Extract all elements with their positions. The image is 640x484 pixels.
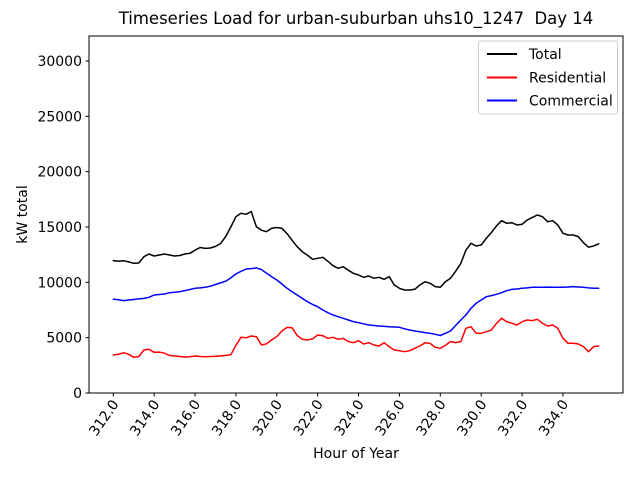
x-tick-label: 328.0 [413, 397, 449, 439]
legend-label-commercial: Commercial [529, 94, 613, 110]
x-tick-label: 324.0 [332, 397, 368, 439]
y-tick-label: 10000 [37, 275, 82, 291]
x-tick-label: 312.0 [86, 397, 122, 439]
y-tick-label: 25000 [37, 109, 82, 125]
x-tick-label: 316.0 [168, 397, 204, 439]
y-axis-label: kW total [15, 185, 31, 243]
x-tick-label: 318.0 [209, 397, 245, 439]
series-line-residential [112, 317, 600, 359]
legend: Total Residential Commercial [478, 40, 618, 115]
legend-label-residential: Residential [529, 71, 606, 87]
x-tick-label: 326.0 [373, 397, 409, 439]
legend-label-total: Total [528, 47, 562, 63]
y-tick-label: 20000 [37, 165, 82, 181]
x-tick-label: 330.0 [454, 397, 490, 439]
x-tick-label: 332.0 [495, 397, 531, 439]
axes-frame [88, 35, 624, 394]
x-tick-label: 320.0 [250, 397, 286, 439]
series-line-total [112, 210, 600, 291]
y-tick-label: 15000 [37, 220, 82, 236]
y-tick-label: 30000 [37, 54, 82, 70]
legend-box [478, 40, 618, 115]
series-line-commercial [112, 267, 600, 337]
y-tick-label: 5000 [46, 331, 82, 347]
x-tick-label: 334.0 [536, 397, 572, 439]
x-tick-label: 322.0 [291, 397, 327, 439]
chart-title: Timeseries Load for urban-suburban uhs10… [118, 9, 594, 29]
x-axis-label: Hour of Year [313, 446, 399, 462]
y-tick-label: 0 [73, 386, 82, 402]
x-tick-label: 314.0 [127, 397, 163, 439]
